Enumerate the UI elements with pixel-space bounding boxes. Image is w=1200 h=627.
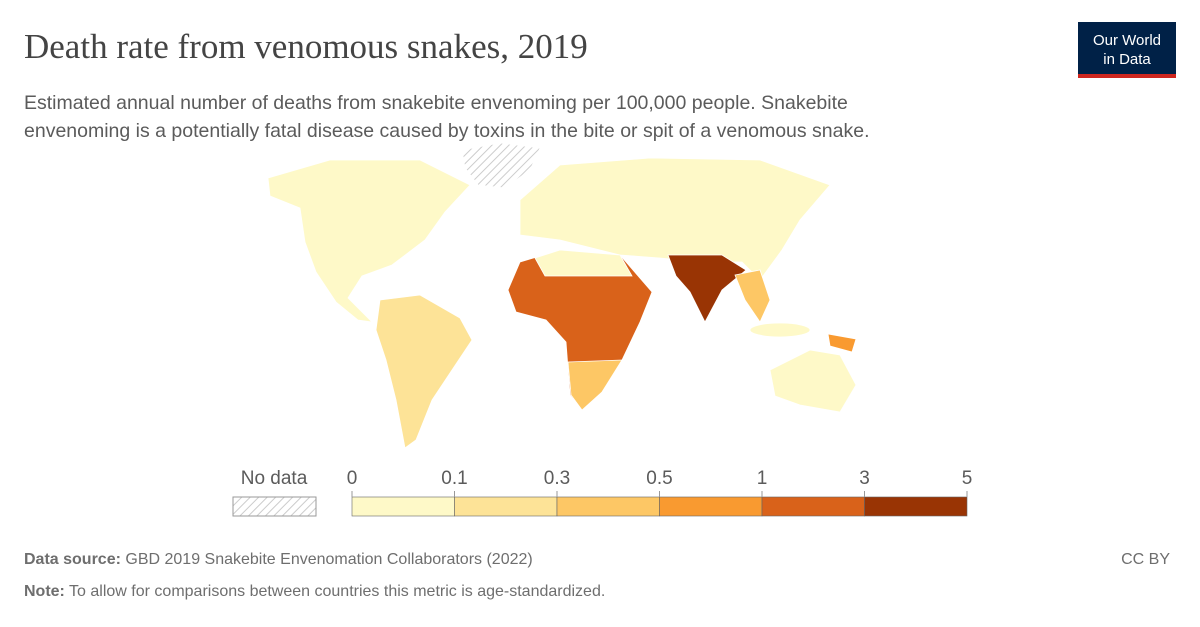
southeast-asia: [734, 269, 771, 323]
greenland: [461, 142, 541, 189]
logo[interactable]: Our World in Data: [1078, 22, 1176, 78]
note-text: To allow for comparisons between countri…: [69, 583, 605, 600]
note-label: Note:: [24, 583, 65, 600]
no-data-swatch: [232, 496, 317, 517]
papua: [827, 333, 857, 353]
map: [267, 142, 857, 449]
south-asia: [667, 254, 747, 323]
north-africa: [534, 249, 633, 277]
logo-text: in Data: [1103, 51, 1151, 68]
legend-scale: 0 0.1 0.3 0.5 1 3 5: [347, 468, 973, 517]
legend-tick-label: 0.3: [544, 468, 570, 489]
source-label: Data source:: [24, 551, 121, 568]
legend-swatch: [659, 496, 763, 517]
logo-text: Our World: [1093, 32, 1161, 49]
legend-tick-label: 1: [757, 468, 768, 489]
legend-tick-label: 5: [962, 468, 973, 489]
south-america: [375, 294, 473, 449]
legend-tick-label: 0.1: [441, 468, 467, 489]
legend-swatch: [761, 496, 865, 517]
source: Data source: GBD 2019 Snakebite Envenoma…: [24, 551, 533, 568]
legend-tick-label: 0: [347, 468, 358, 489]
legend-swatch: [454, 496, 558, 517]
subtitle: envenoming is a potentially fatal diseas…: [24, 120, 870, 142]
indonesia: [749, 322, 811, 338]
note: Note: To allow for comparisons between c…: [24, 583, 605, 600]
legend: No data 0 0.1 0.3 0.5 1 3 5: [232, 468, 973, 517]
southern-africa: [567, 359, 623, 411]
legend-swatch: [556, 496, 660, 517]
legend-tick-label: 0.5: [646, 468, 672, 489]
no-data-label: No data: [241, 468, 308, 489]
australia: [769, 349, 857, 413]
source-text: GBD 2019 Snakebite Envenomation Collabor…: [125, 551, 532, 568]
legend-tick-label: 3: [859, 468, 870, 489]
north-america: [267, 159, 471, 323]
legend-swatch: [351, 496, 455, 517]
license: CC BY: [1121, 551, 1170, 568]
title: Death rate from venomous snakes, 2019: [24, 27, 588, 66]
subtitle: Estimated annual number of deaths from s…: [24, 92, 848, 114]
legend-swatch: [864, 496, 968, 517]
